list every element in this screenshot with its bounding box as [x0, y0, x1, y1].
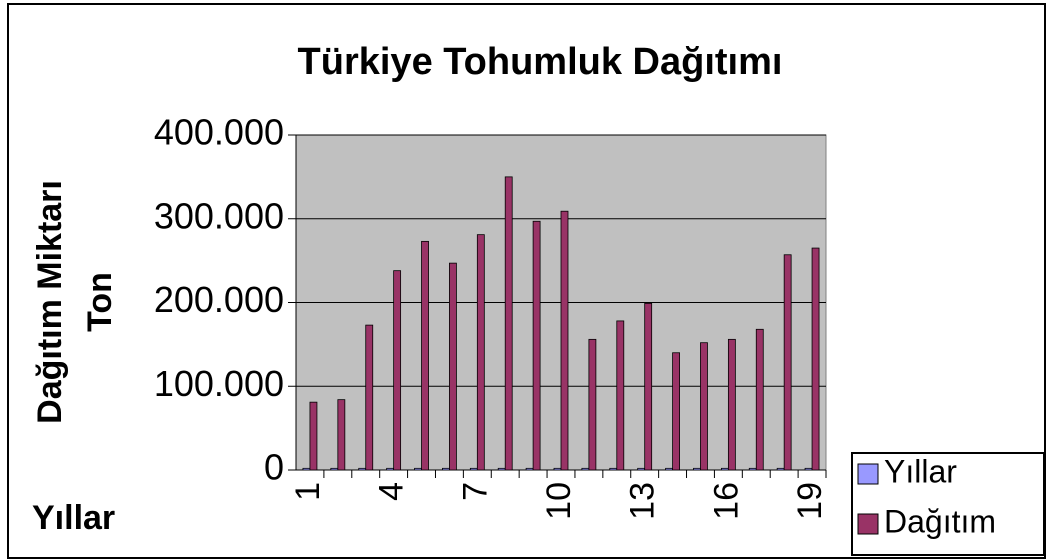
bar	[811, 247, 820, 471]
bar	[588, 338, 597, 471]
legend-swatch	[857, 513, 879, 535]
bar	[616, 320, 625, 471]
bar	[358, 467, 367, 471]
chart-title: Türkiye Tohumluk Dağıtımı	[298, 41, 783, 83]
legend-label: Yıllar	[884, 453, 957, 489]
bar	[309, 401, 318, 471]
bar	[776, 467, 785, 471]
bar	[748, 467, 757, 471]
bar	[644, 302, 653, 471]
bar	[386, 467, 395, 471]
x-tick-label: 4	[373, 482, 411, 501]
legend-box	[851, 452, 1045, 556]
bar	[727, 338, 736, 471]
bar	[783, 254, 792, 471]
bar	[393, 270, 402, 471]
bar	[469, 467, 478, 471]
y-axis-label: Dağıtım Miktarı	[31, 180, 69, 424]
bar	[637, 467, 646, 471]
legend-swatch	[857, 463, 879, 485]
bar	[449, 262, 457, 471]
bar	[720, 467, 729, 471]
bar	[476, 234, 485, 471]
y-tick-label: 100.000	[154, 363, 284, 404]
bar	[581, 467, 590, 471]
bar	[442, 467, 450, 471]
bar	[672, 352, 680, 471]
bar	[337, 399, 346, 471]
bar	[700, 342, 708, 471]
x-tick-label: 1	[289, 482, 327, 501]
x-tick-label: 10	[540, 482, 578, 520]
y-tick-label: 0	[264, 447, 284, 488]
x-tick-label: 19	[791, 482, 829, 520]
bar	[421, 240, 429, 471]
bar	[330, 467, 339, 471]
bar	[665, 467, 673, 471]
bar	[497, 467, 506, 471]
x-tick-label: 16	[707, 482, 745, 520]
y-axis-label: Ton	[81, 272, 119, 332]
y-tick-label: 400.000	[154, 112, 284, 153]
bar	[414, 467, 422, 471]
bar	[365, 324, 374, 471]
bar	[504, 176, 513, 471]
x-tick-label: 13	[624, 482, 662, 520]
bar	[560, 210, 569, 471]
x-axis-label: Yıllar	[32, 499, 115, 537]
bar	[804, 467, 813, 471]
bar	[525, 467, 534, 471]
legend-label: Dağıtım	[884, 503, 996, 539]
bar	[755, 328, 764, 471]
y-tick-label: 300.000	[154, 195, 284, 236]
bar	[693, 467, 701, 471]
bar	[302, 467, 311, 471]
bar	[532, 220, 541, 471]
y-tick-label: 200.000	[154, 279, 284, 320]
x-tick-label: 7	[456, 482, 494, 501]
bar	[609, 467, 618, 471]
bar	[553, 467, 562, 471]
